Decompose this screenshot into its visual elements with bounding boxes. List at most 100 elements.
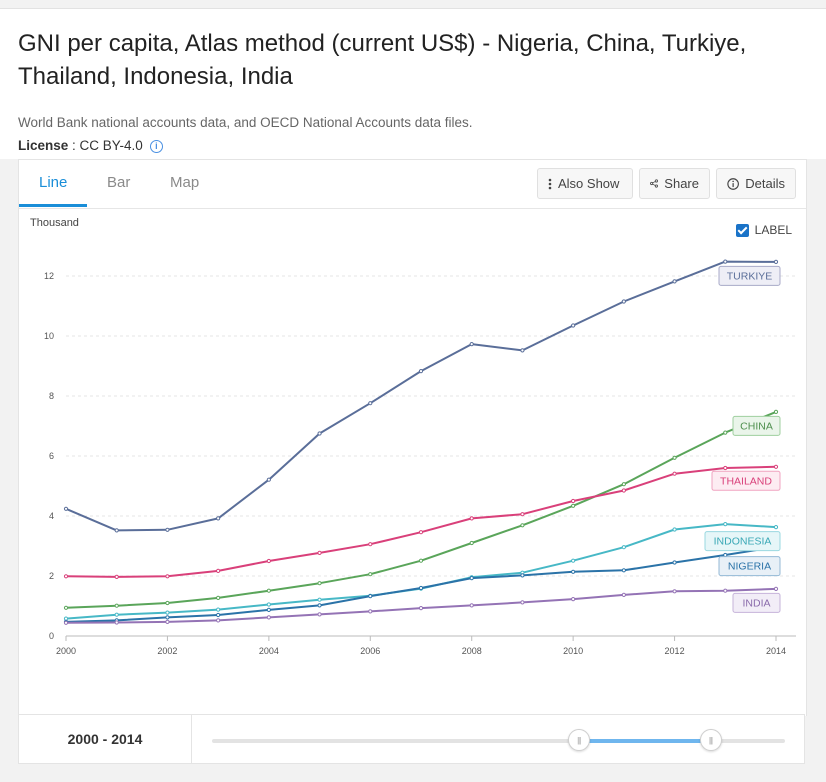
data-point [470, 517, 473, 520]
license-line: License : CC BY-4.0 i [18, 138, 163, 153]
data-point [673, 456, 676, 459]
data-point [419, 559, 422, 562]
y-tick-label: 12 [44, 271, 54, 281]
data-point [774, 410, 777, 413]
data-point [318, 598, 321, 601]
y-tick-label: 6 [49, 451, 54, 461]
data-point [166, 616, 169, 619]
data-point [673, 280, 676, 283]
data-point [419, 607, 422, 610]
page-title: GNI per capita, Atlas method (current US… [18, 27, 808, 93]
y-tick-label: 4 [49, 511, 54, 521]
data-point [774, 526, 777, 529]
data-point [774, 260, 777, 263]
data-point [64, 575, 67, 578]
info-icon[interactable]: i [150, 140, 163, 153]
y-tick-label: 10 [44, 331, 54, 341]
y-tick-label: 2 [49, 571, 54, 581]
data-point [166, 611, 169, 614]
data-point [774, 465, 777, 468]
range-label: 2000 - 2014 [19, 715, 192, 763]
data-point [115, 604, 118, 607]
source-note: World Bank national accounts data, and O… [18, 115, 473, 130]
data-point [166, 601, 169, 604]
data-point [622, 483, 625, 486]
data-point [673, 472, 676, 475]
data-point [64, 621, 67, 624]
x-tick-label: 2012 [665, 646, 685, 656]
data-point [267, 603, 270, 606]
data-point [369, 573, 372, 576]
license-value: : CC BY-4.0 [68, 138, 143, 153]
data-point [318, 613, 321, 616]
data-point [470, 541, 473, 544]
data-point [470, 343, 473, 346]
data-point [115, 575, 118, 578]
data-point [217, 596, 220, 599]
x-tick-label: 2008 [462, 646, 482, 656]
data-point [419, 586, 422, 589]
data-point [115, 529, 118, 532]
grip-icon: ||| [709, 736, 712, 745]
series-label: NIGERIA [728, 561, 771, 573]
data-point [572, 570, 575, 573]
data-point [521, 574, 524, 577]
x-tick-label: 2000 [56, 646, 76, 656]
data-point [369, 402, 372, 405]
data-point [369, 543, 372, 546]
series-label: INDIA [742, 597, 770, 609]
data-point [115, 621, 118, 624]
series-line-china [66, 412, 776, 608]
data-point [470, 604, 473, 607]
data-point [521, 601, 524, 604]
data-point [369, 610, 372, 613]
data-point [572, 504, 575, 507]
data-point [267, 608, 270, 611]
data-point [724, 466, 727, 469]
data-point [521, 349, 524, 352]
x-tick-label: 2002 [157, 646, 177, 656]
series-label: CHINA [740, 420, 773, 432]
data-point [774, 587, 777, 590]
page-header: GNI per capita, Atlas method (current US… [0, 9, 826, 159]
data-point [267, 589, 270, 592]
data-point [572, 499, 575, 502]
data-point [572, 559, 575, 562]
x-tick-label: 2006 [360, 646, 380, 656]
data-point [267, 616, 270, 619]
line-chart: 0 2 4 6 8 10 12 2000 2002 2004 2006 2008 2010 2012 201… [19, 160, 806, 716]
data-point [64, 507, 67, 510]
data-point [166, 575, 169, 578]
data-point [622, 546, 625, 549]
data-point [622, 489, 625, 492]
data-point [64, 617, 67, 620]
data-point [369, 595, 372, 598]
data-point [572, 598, 575, 601]
x-tick-label: 2004 [259, 646, 279, 656]
data-point [318, 432, 321, 435]
x-tick-label: 2014 [766, 646, 786, 656]
data-point [724, 431, 727, 434]
data-point [318, 551, 321, 554]
range-slider-fill [579, 739, 711, 743]
data-point [217, 619, 220, 622]
time-range-footer: 2000 - 2014 ||| ||| [18, 714, 805, 764]
chart-panel: Line Bar Map Also Show Share Details Tho… [18, 159, 807, 716]
data-point [521, 524, 524, 527]
data-point [217, 517, 220, 520]
x-tick-label: 2010 [563, 646, 583, 656]
data-point [724, 589, 727, 592]
series-label: TURKIYE [727, 270, 773, 282]
range-end-handle[interactable]: ||| [700, 729, 722, 751]
data-point [419, 531, 422, 534]
data-point [64, 606, 67, 609]
series-line-nigeria [66, 547, 776, 622]
data-point [166, 620, 169, 623]
range-start-handle[interactable]: ||| [568, 729, 590, 751]
license-label: License [18, 138, 68, 153]
data-point [622, 569, 625, 572]
data-point [673, 561, 676, 564]
data-point [724, 260, 727, 263]
data-point [217, 608, 220, 611]
data-point [622, 593, 625, 596]
